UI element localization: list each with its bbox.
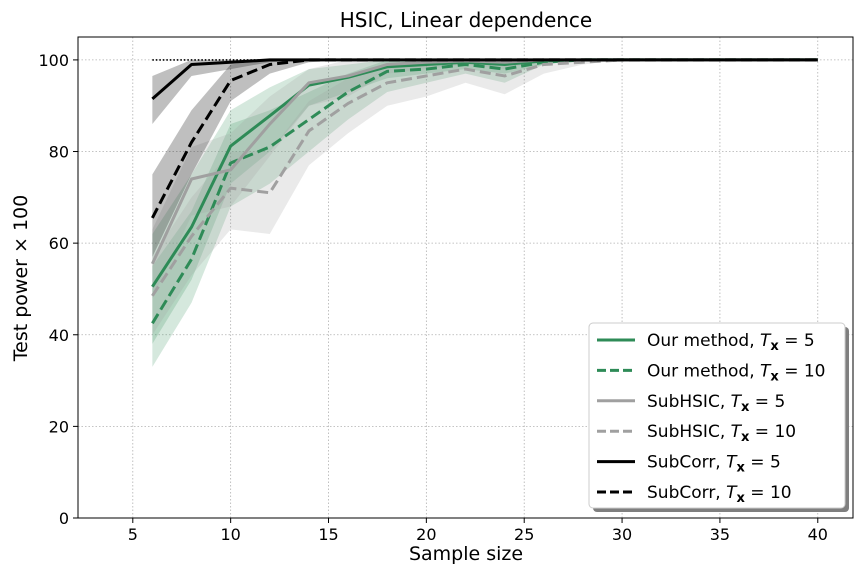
- legend-label-2: SubHSIC, Tx = 5: [647, 392, 785, 415]
- x-tick-label: 25: [514, 525, 534, 544]
- legend-label-4: SubCorr, Tx = 5: [647, 453, 781, 476]
- legend-label-suffix: = 5: [745, 453, 781, 473]
- legend-label-symbol: T: [731, 392, 743, 412]
- y-axis-ticks: 0 20 40 60 80 100: [38, 51, 78, 528]
- legend-label-subscript: x: [741, 400, 750, 415]
- legend-label-suffix: = 5: [749, 392, 785, 412]
- legend-label-prefix: SubCorr,: [647, 483, 726, 503]
- legend-box: [588, 322, 846, 509]
- x-tick-label: 35: [710, 525, 730, 544]
- y-tick-label: 100: [38, 51, 69, 70]
- legend-label-prefix: SubHSIC,: [647, 422, 731, 442]
- legend-label-prefix: SubHSIC,: [647, 392, 731, 412]
- legend-label-symbol: T: [731, 422, 743, 442]
- legend-label-subscript: x: [737, 491, 746, 506]
- x-tick-label: 40: [808, 525, 828, 544]
- legend-label-symbol: T: [726, 453, 738, 473]
- y-axis-label: Test power × 100: [10, 195, 32, 362]
- legend-label-subscript: x: [770, 339, 779, 354]
- confidence-bands: [152, 59, 818, 367]
- legend-label-suffix: = 10: [745, 483, 792, 503]
- legend-label-suffix: = 10: [749, 422, 796, 442]
- legend-label-symbol: T: [760, 331, 772, 351]
- plot-frame: [77, 36, 854, 519]
- y-tick-label: 80: [49, 143, 69, 162]
- legend-label-prefix: Our method,: [647, 331, 760, 351]
- legend-label-5: SubCorr, Tx = 10: [647, 483, 792, 506]
- legend-label-symbol: T: [726, 483, 738, 503]
- legend-label-0: Our method, Tx = 5: [647, 331, 815, 354]
- x-tick-label: 5: [128, 525, 138, 544]
- legend-label-subscript: x: [737, 461, 746, 476]
- legend-label-3: SubHSIC, Tx = 10: [647, 422, 796, 445]
- series-line-5: [151, 58, 818, 219]
- confidence-band-4: [152, 59, 818, 125]
- x-tick-label: 10: [220, 525, 240, 544]
- confidence-band-3: [152, 59, 818, 335]
- series-line-3: [151, 58, 818, 297]
- legend-label-suffix: = 5: [779, 331, 815, 351]
- x-tick-label: 15: [318, 525, 338, 544]
- confidence-band-5: [152, 59, 818, 257]
- y-tick-label: 40: [49, 326, 69, 345]
- legend-label-prefix: SubCorr,: [647, 453, 726, 473]
- legend-label-subscript: x: [741, 430, 750, 445]
- legend-label-subscript: x: [770, 369, 779, 384]
- x-axis-label: Sample size: [409, 543, 523, 565]
- legend-label-prefix: Our method,: [647, 361, 760, 381]
- legend-label-1: Our method, Tx = 10: [647, 361, 825, 384]
- y-tick-label: 0: [59, 509, 69, 528]
- series-lines: [151, 58, 818, 325]
- y-tick-label: 60: [49, 234, 69, 253]
- x-tick-label: 30: [612, 525, 632, 544]
- legend-label-symbol: T: [760, 361, 772, 381]
- y-tick-label: 20: [49, 417, 69, 436]
- x-axis-ticks: 5 10 15 20 25 30 35 40: [128, 518, 828, 544]
- x-tick-label: 20: [416, 525, 436, 544]
- chart-title: HSIC, Linear dependence: [340, 8, 592, 32]
- confidence-band-1: [152, 59, 818, 367]
- legend-label-suffix: = 10: [779, 361, 826, 381]
